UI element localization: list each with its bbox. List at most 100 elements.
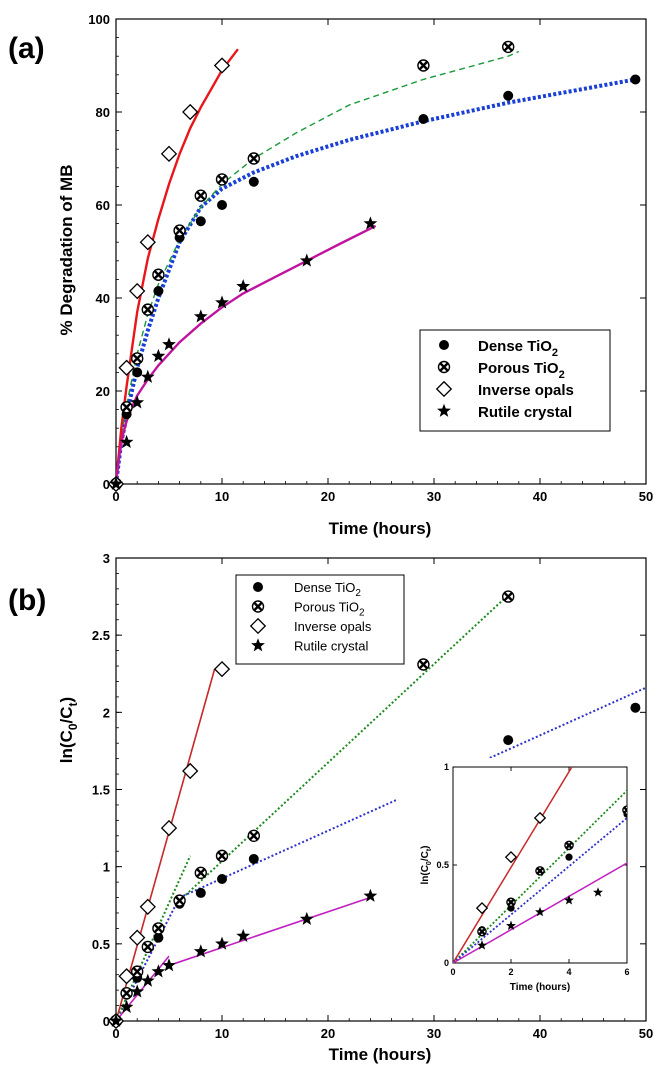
panel-a-label: (a) <box>8 32 45 65</box>
inset-fit-line <box>453 817 627 963</box>
panel-b-point-rutile-crystal <box>119 999 134 1013</box>
panel-a: (a) 0 10 20 30 40 50 0 20 40 60 80 100 Time (hours)… <box>8 12 653 538</box>
panel-a-xtick-label: 40 <box>533 489 547 504</box>
panel-b-point-inverse-opals <box>160 819 178 837</box>
panel-a-point-inverse-opals <box>160 145 178 163</box>
panel-b-point-rutile-crystal <box>162 958 176 972</box>
panel-b-point-porous-tio2 <box>417 658 430 671</box>
panel-a-xtick-label: 10 <box>215 489 229 504</box>
panel-b-point-porous-tio2 <box>194 866 208 880</box>
panel-b-point-dense-tio2 <box>195 887 206 898</box>
panel-b-ytick-label: 2 <box>103 705 110 720</box>
panel-b-legend-item: Rutile crystal <box>294 639 369 654</box>
panel-b-legend-marker <box>251 600 265 613</box>
panel-a-point-rutile-crystal <box>109 476 123 490</box>
panel-b-point-rutile-crystal <box>299 911 314 926</box>
panel-a-point-rutile-crystal <box>140 369 155 383</box>
panel-a-ytick-label: 80 <box>96 105 110 120</box>
panel-b-legend-item: Inverse opals <box>294 619 372 634</box>
panel-b-point-dense-tio2 <box>630 702 641 713</box>
panel-a-xtick-label: 20 <box>321 489 335 504</box>
panel-a-xlabel: Time (hours) <box>329 519 432 538</box>
panel-a-xtick-label: 0 <box>112 489 119 504</box>
inset-point-rutile-crystal <box>535 906 545 917</box>
panel-a-ytick-label: 20 <box>96 384 110 399</box>
panel-a-point-porous-tio2 <box>247 152 261 165</box>
panel-a-point-porous-tio2 <box>417 59 430 72</box>
inset-point-inverse-opals <box>475 901 489 915</box>
inset-point-porous-tio2 <box>477 926 487 937</box>
panel-a-point-inverse-opals <box>182 103 199 121</box>
panel-a-point-inverse-opals <box>129 282 146 300</box>
panel-a-ytick-label: 100 <box>88 12 110 27</box>
panel-b-point-rutile-crystal <box>236 928 251 942</box>
panel-b-point-inverse-opals <box>213 660 231 678</box>
inset-point-dense-tio2 <box>565 853 573 861</box>
panel-a-xtick-label: 30 <box>427 489 441 504</box>
panel-a-point-dense-tio2 <box>217 200 227 210</box>
panel-a-point-dense-tio2 <box>630 74 641 85</box>
panel-a-point-porous-tio2 <box>194 189 208 202</box>
inset-xtick-label: 2 <box>508 967 513 977</box>
panel-b-xlabel: Time (hours) <box>329 1045 432 1064</box>
panel-b-point-dense-tio2 <box>503 735 514 746</box>
panel-b-point-porous-tio2 <box>120 987 133 1000</box>
panel-b-point-inverse-opals <box>118 968 135 985</box>
panel-b-point-rutile-crystal <box>109 1013 123 1027</box>
panel-b-fit-dense-tio2 <box>179 686 646 899</box>
panel-b-point-porous-tio2 <box>141 940 155 954</box>
panel-a-point-porous-tio2 <box>120 401 133 414</box>
panel-b-point-porous-tio2 <box>215 849 229 863</box>
panel-a-point-rutile-crystal <box>151 348 166 362</box>
panel-a-fit-inverse-opals <box>116 48 239 484</box>
panel-a-point-rutile-crystal <box>363 216 378 230</box>
inset-point-porous-tio2 <box>535 866 545 876</box>
panel-b-xtick-label: 10 <box>215 1026 229 1041</box>
panel-b-legend-marker <box>253 582 263 592</box>
panel-a-point-dense-tio2 <box>153 286 164 297</box>
panel-b-xtick-label: 40 <box>533 1026 547 1041</box>
panel-a-point-inverse-opals <box>139 234 156 251</box>
panel-b-ytick-label: 0 <box>103 1014 110 1029</box>
panel-b-ytick-label: 2.5 <box>92 628 110 643</box>
panel-a-point-inverse-opals <box>118 359 135 376</box>
inset-fit-line <box>453 767 573 963</box>
panel-b-inset: 0 2 4 6 0 0.5 1 Time (hours) ln(C0/Ct) <box>396 758 636 1003</box>
panel-a-point-dense-tio2 <box>195 216 206 227</box>
panel-a-point-porous-tio2 <box>215 173 229 186</box>
panel-a-frame <box>115 18 647 485</box>
panel-a-legend-box <box>419 329 611 432</box>
panel-b-legend-marker <box>251 638 265 652</box>
panel-a-point-rutile-crystal <box>130 395 145 409</box>
inset-point-rutile-crystal <box>477 940 487 950</box>
panel-b-ylabel: ln(C0/Ct) <box>57 697 80 763</box>
panel-b-ytick-label: 0.5 <box>92 937 110 952</box>
panel-a-legend-item: Dense TiO2 <box>478 338 558 359</box>
panel-b-xtick-label: 20 <box>321 1026 335 1041</box>
inset-point-porous-tio2 <box>564 840 574 851</box>
inset-point-rutile-crystal <box>564 895 574 905</box>
panel-b-point-dense-tio2 <box>153 932 164 943</box>
panel-b-point-dense-tio2 <box>217 874 227 885</box>
panel-a-point-rutile-crystal <box>215 295 229 309</box>
panel-a-plot: 0 10 20 30 40 50 0 20 40 60 80 100 <box>88 12 653 504</box>
panel-a-legend-item: Rutile crystal <box>478 404 572 421</box>
panel-a-point-inverse-opals <box>213 57 231 74</box>
panel-a-ytick-label: 0 <box>103 477 110 492</box>
panel-a-legend-item: Inverse opals <box>478 382 574 399</box>
panel-a-point-rutile-crystal <box>299 253 314 267</box>
panel-a-point-porous-tio2 <box>152 268 165 281</box>
panel-b-point-rutile-crystal <box>215 936 229 950</box>
inset-point-rutile-crystal <box>593 887 603 897</box>
panel-b-point-inverse-opals <box>139 898 156 915</box>
inset-point-inverse-opals <box>533 811 547 825</box>
inset-point-inverse-opals <box>504 851 518 864</box>
panel-a-ylabel: % Degradation of MB <box>57 165 76 336</box>
panel-a-point-dense-tio2 <box>132 367 143 378</box>
panel-a-ytick-label: 40 <box>96 291 110 306</box>
panel-b-point-rutile-crystal <box>130 984 145 998</box>
panel-a-point-rutile-crystal <box>162 337 176 351</box>
